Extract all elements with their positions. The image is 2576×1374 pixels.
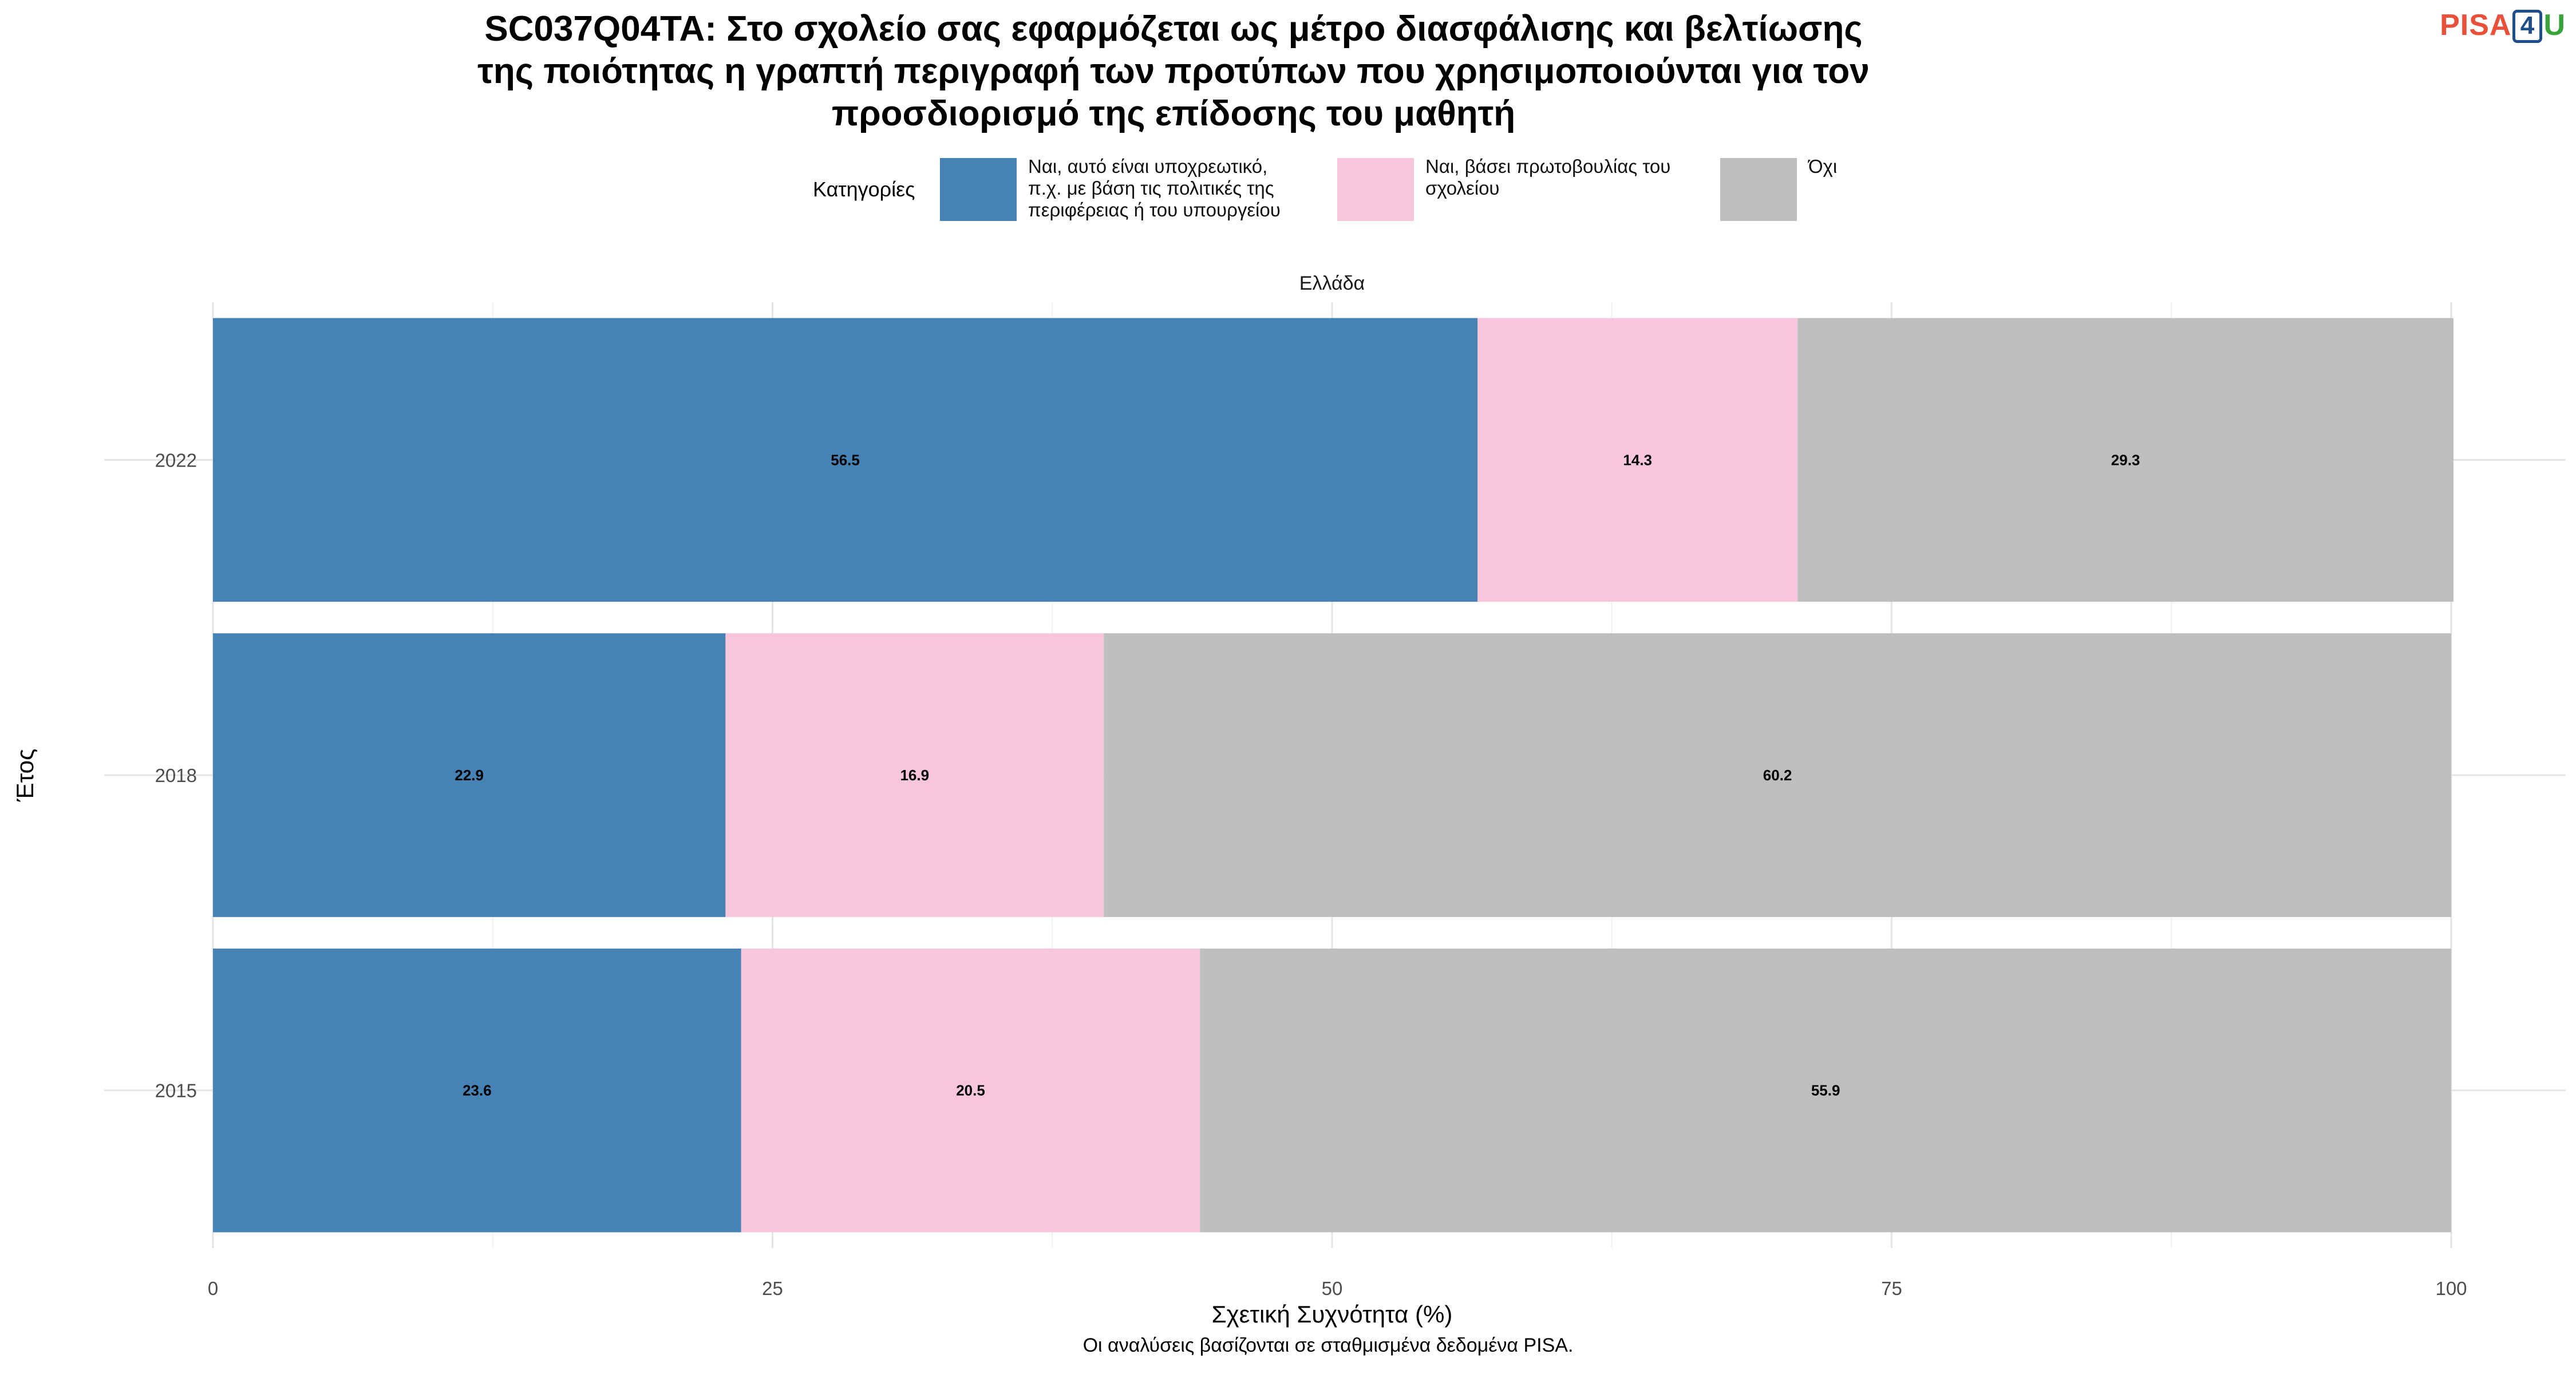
bar-value-label: 16.9 [900,767,929,784]
bar-value-label: 55.9 [1811,1082,1840,1099]
logo-u-text: U [2543,9,2566,42]
bar-value-label: 29.3 [2111,451,2140,468]
x-tick-label: 25 [762,1278,783,1299]
y-axis-title: Έτος [11,749,38,803]
bar-segment [1797,318,2453,602]
logo-pisa-text: PISA [2440,9,2512,42]
bar-segment [725,633,1104,917]
caption: Οι αναλύσεις βασίζονται σε σταθμισμένα δ… [1082,1334,1574,1356]
bar-segment [741,948,1200,1233]
bar-segment [1200,948,2451,1233]
legend-swatch-school-initiative [1337,158,1414,221]
y-tick-label: 2018 [155,765,197,786]
bar-value-label: 20.5 [956,1082,985,1099]
x-tick-label: 75 [1881,1278,1902,1299]
bar-segment [213,948,741,1233]
bar-segment [1104,633,2451,917]
bar-value-label: 56.5 [831,451,860,468]
legend-title: Κατηγορίες [813,177,915,201]
bar-value-label: 60.2 [1763,767,1792,784]
bar-value-label: 22.9 [455,767,484,784]
facet-strip-label: Ελλάδα [1299,273,1365,294]
x-tick-label: 100 [2435,1278,2467,1299]
bar-segment [213,633,726,917]
bar-value-label: 14.3 [1623,451,1652,468]
x-axis-title: Σχετική Συχνότητα (%) [1212,1301,1453,1328]
legend-label-school-initiative: Ναι, βάσει πρωτοβουλίας του σχολείου [1425,156,1671,199]
logo-four-box: 4 [2512,10,2543,43]
legend-swatch-no [1720,158,1797,221]
x-tick-label: 50 [1322,1278,1343,1299]
x-tick-label: 0 [208,1278,218,1299]
legend-swatch-mandatory [940,158,1017,221]
bar-value-label: 23.6 [463,1082,492,1099]
bar-segment [213,318,1478,602]
chart-title: SC037Q04TA: Στο σχολείο σας εφαρμόζεται … [477,9,1870,133]
y-tick-label: 2022 [155,449,197,471]
legend-label-mandatory: Ναι, αυτό είναι υποχρεωτικό, π.χ. με βάσ… [1028,156,1281,220]
pisa4u-logo: PISA 4 U [2440,8,2566,43]
y-tick-label: 2015 [155,1080,197,1101]
legend-label-no: Όχι [1808,156,1838,177]
bar-segment [1477,318,1798,602]
